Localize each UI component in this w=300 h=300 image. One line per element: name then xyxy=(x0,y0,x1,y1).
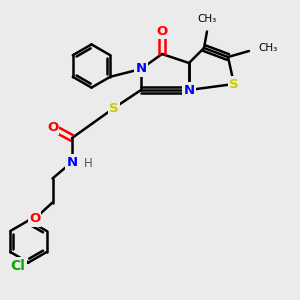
Text: N: N xyxy=(66,155,78,169)
Text: O: O xyxy=(29,212,40,226)
Text: N: N xyxy=(183,83,195,97)
Text: S: S xyxy=(229,77,239,91)
Text: H: H xyxy=(84,157,93,170)
Text: O: O xyxy=(47,121,58,134)
Text: CH₃: CH₃ xyxy=(197,14,217,24)
Text: O: O xyxy=(156,25,168,38)
Text: CH₃: CH₃ xyxy=(258,43,277,53)
Text: Cl: Cl xyxy=(11,259,26,272)
Text: N: N xyxy=(135,62,147,76)
Text: S: S xyxy=(109,101,119,115)
